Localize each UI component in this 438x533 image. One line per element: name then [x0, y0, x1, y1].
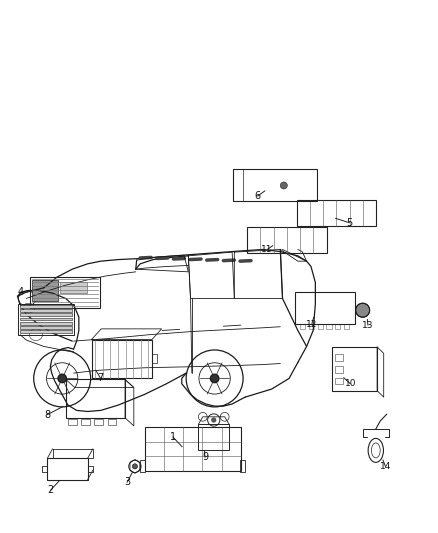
Bar [335, 378, 343, 384]
Circle shape [58, 374, 67, 383]
Bar [66, 379, 125, 418]
Bar [300, 324, 305, 329]
Bar [233, 169, 243, 201]
Bar [240, 460, 245, 472]
Circle shape [132, 464, 138, 469]
Bar [318, 324, 323, 329]
Bar [326, 324, 332, 329]
Text: 4: 4 [18, 287, 24, 297]
Bar [309, 324, 314, 329]
Bar [107, 419, 116, 425]
Circle shape [356, 303, 370, 317]
Text: 7: 7 [98, 374, 104, 383]
Text: 8: 8 [44, 410, 50, 419]
Bar [60, 282, 87, 293]
Bar [20, 318, 72, 320]
Bar [92, 340, 152, 378]
Circle shape [210, 374, 219, 383]
Bar [335, 324, 340, 329]
Bar [68, 419, 77, 425]
Bar [20, 322, 72, 325]
Text: 9: 9 [202, 453, 208, 462]
Bar [140, 460, 145, 472]
Text: 1: 1 [170, 432, 176, 442]
Text: 14: 14 [380, 462, 391, 471]
Bar [20, 309, 72, 312]
Bar [295, 292, 355, 324]
Bar [30, 277, 100, 308]
Bar [145, 427, 241, 471]
Text: 12: 12 [306, 320, 318, 328]
Text: 5: 5 [346, 218, 353, 228]
Bar [18, 304, 74, 335]
Circle shape [280, 182, 287, 189]
Text: 13: 13 [362, 321, 374, 329]
Bar [233, 169, 317, 201]
Bar [20, 326, 72, 329]
Text: 3: 3 [124, 478, 130, 487]
Bar [20, 330, 72, 333]
Bar [344, 324, 349, 329]
Text: 2: 2 [47, 486, 53, 495]
Circle shape [211, 417, 216, 423]
Bar [247, 227, 327, 253]
Bar [20, 305, 72, 308]
Bar [32, 280, 58, 301]
Text: 10: 10 [345, 379, 356, 388]
Text: 11: 11 [261, 245, 273, 254]
Bar [20, 313, 72, 316]
Text: 6: 6 [254, 191, 261, 201]
Bar [332, 347, 377, 391]
Bar [335, 354, 343, 361]
Bar [94, 419, 103, 425]
Bar [335, 366, 343, 373]
Bar [297, 200, 376, 226]
Bar [81, 419, 90, 425]
Bar [152, 354, 157, 363]
Bar [198, 424, 229, 450]
